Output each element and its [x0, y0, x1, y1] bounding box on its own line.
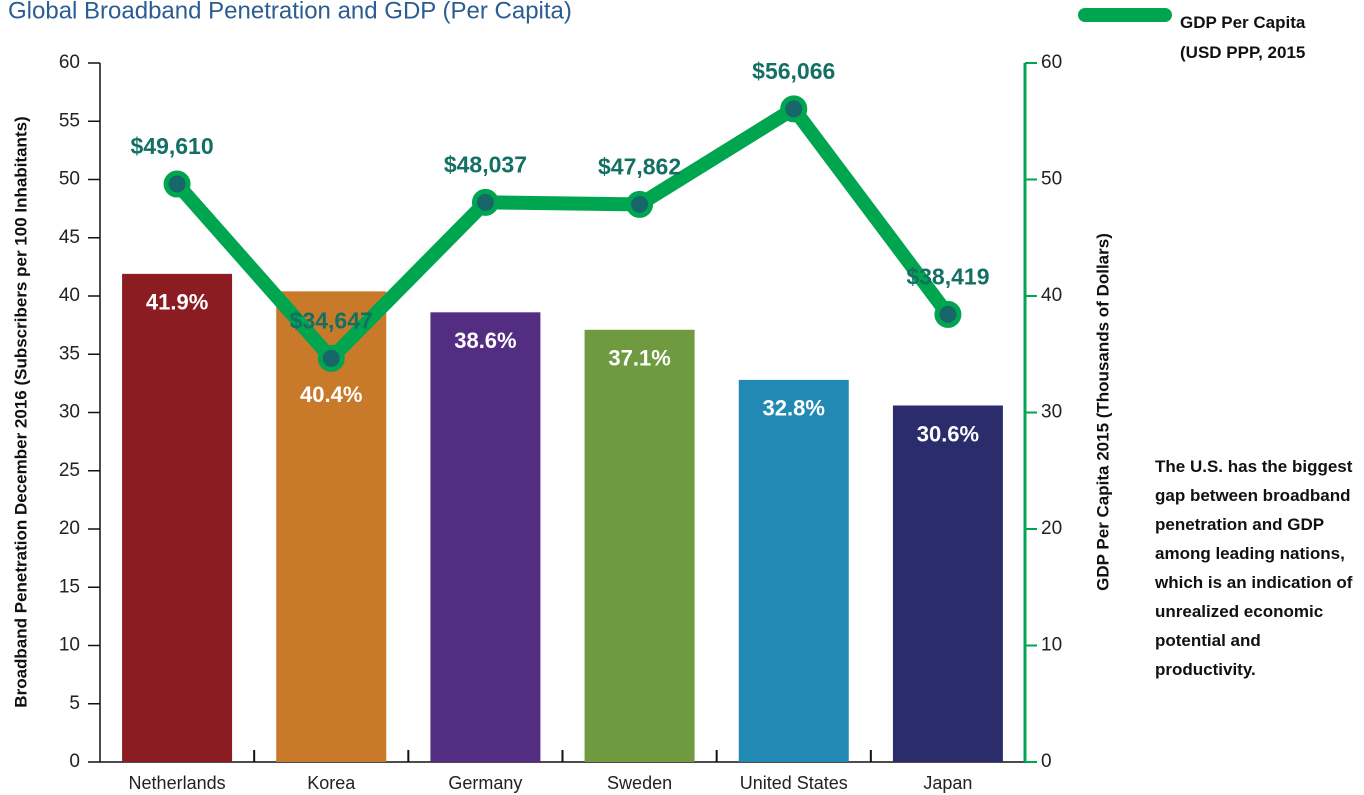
y-tick-label: 60: [59, 52, 80, 73]
bar: [584, 329, 695, 762]
y-tick-label: 40: [59, 285, 80, 306]
gdp-point: [317, 344, 345, 372]
y-axis-title: Broadband Penetration December 2016 (Sub…: [11, 116, 30, 707]
annotation: The U.S. has the biggest gap between bro…: [1155, 457, 1353, 679]
bar: [738, 379, 849, 762]
bar-value-label: 37.1%: [608, 346, 670, 371]
y2-tick-label: 50: [1041, 169, 1062, 190]
y2-tick-label: 20: [1041, 518, 1062, 539]
x-tick-label: Korea: [307, 773, 356, 793]
legend-label: GDP Per Capita (USD PPP, 2015: [1180, 13, 1306, 62]
bar-value-label: 38.6%: [454, 328, 516, 353]
gdp-value-label: $34,647: [290, 307, 373, 333]
gdp-value-label: $56,066: [752, 58, 835, 84]
gdp-point: [780, 95, 808, 123]
y-tick-label: 10: [59, 635, 80, 656]
gdp-value-label: $47,862: [598, 153, 681, 179]
y2-tick-label: 40: [1041, 285, 1062, 306]
gdp-point: [163, 170, 191, 198]
gdp-point: [934, 300, 962, 328]
y-tick-label: 15: [59, 576, 80, 597]
y2-tick-label: 10: [1041, 635, 1062, 656]
y2-axis-title: GDP Per Capita 2015 (Thousands of Dollar…: [1093, 233, 1112, 591]
y-tick-label: 20: [59, 518, 80, 539]
chart-title: Global Broadband Penetration and GDP (Pe…: [8, 0, 572, 24]
bar: [430, 312, 541, 762]
y-tick-label: 45: [59, 227, 80, 248]
bar: [122, 273, 233, 762]
y2-tick-label: 30: [1041, 402, 1062, 423]
y-tick-label: 0: [69, 751, 80, 772]
bar-value-label: 30.6%: [917, 421, 979, 446]
bar: [892, 405, 1003, 762]
y-tick-label: 50: [59, 169, 80, 190]
y-tick-label: 5: [69, 693, 80, 714]
bar-value-label: 40.4%: [300, 382, 362, 407]
x-tick-label: Japan: [923, 773, 972, 793]
y-tick-label: 30: [59, 402, 80, 423]
bar-value-label: 41.9%: [146, 290, 208, 315]
y2-tick-label: 60: [1041, 52, 1062, 73]
x-tick-label: Netherlands: [129, 773, 226, 793]
x-tick-label: Sweden: [607, 773, 672, 793]
gdp-line: [171, 101, 954, 366]
y-tick-label: 55: [59, 110, 80, 131]
y-tick-label: 35: [59, 343, 80, 364]
bar-value-label: 32.8%: [763, 396, 825, 421]
gdp-value-label: $49,610: [131, 133, 214, 159]
gdp-point: [471, 188, 499, 216]
gdp-value-label: $48,037: [444, 151, 527, 177]
gdp-point: [626, 190, 654, 218]
x-tick-label: United States: [740, 773, 848, 793]
y2-tick-label: 0: [1041, 751, 1052, 772]
y-tick-label: 25: [59, 460, 80, 481]
x-tick-label: Germany: [448, 773, 522, 793]
gdp-value-label: $38,419: [906, 263, 989, 289]
